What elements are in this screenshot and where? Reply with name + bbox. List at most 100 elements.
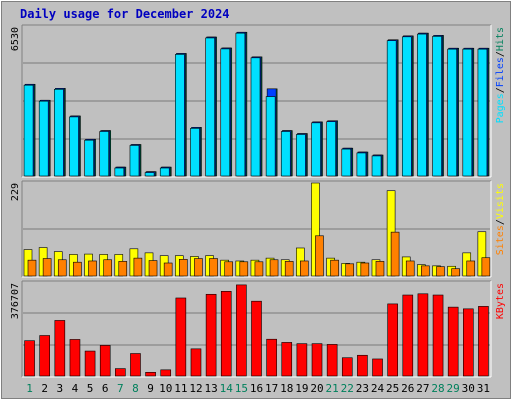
bar-sites bbox=[466, 260, 476, 277]
x-axis-day-label: 2 bbox=[41, 382, 48, 395]
bar-kbytes bbox=[54, 320, 66, 377]
bar-sites bbox=[330, 259, 339, 277]
bar-kbytes bbox=[387, 303, 398, 377]
x-axis-day-label: 7 bbox=[117, 382, 124, 395]
x-axis-day-label: 30 bbox=[462, 382, 475, 395]
bar-kbytes bbox=[251, 300, 262, 377]
bar-kbytes bbox=[99, 345, 111, 377]
bar-kbytes bbox=[478, 306, 489, 377]
x-axis-day-label: 27 bbox=[416, 382, 429, 395]
legend-part: KBytes bbox=[495, 283, 506, 319]
bar-sites bbox=[118, 261, 128, 277]
bar-pages bbox=[401, 36, 412, 177]
bar-sites bbox=[284, 261, 294, 277]
bottom-panel: 376707 KBytes bbox=[10, 280, 506, 378]
bar-sites bbox=[57, 259, 67, 277]
bar-pages bbox=[265, 96, 276, 177]
bar-pages bbox=[84, 139, 94, 177]
bar-pages bbox=[280, 131, 291, 177]
bar-pages bbox=[175, 54, 185, 177]
bar-pages bbox=[159, 167, 170, 177]
bar-sites bbox=[421, 265, 430, 277]
legend-part: / bbox=[495, 219, 506, 225]
x-axis-day-label: 6 bbox=[102, 382, 109, 395]
x-axis-day-label: 11 bbox=[174, 382, 187, 395]
legend-part: / bbox=[495, 51, 506, 57]
bar-kbytes bbox=[145, 371, 156, 377]
bar-sites bbox=[390, 231, 400, 277]
legend-part: Visits bbox=[495, 183, 506, 219]
bar-sites bbox=[42, 258, 52, 277]
y-axis-max-label: 6530 bbox=[10, 27, 21, 51]
bar-kbytes bbox=[24, 340, 35, 377]
bar-pages bbox=[356, 152, 367, 177]
x-axis-day-label: 31 bbox=[477, 382, 490, 395]
bar-kbytes bbox=[281, 342, 293, 377]
bar-sites bbox=[300, 260, 309, 277]
bar-kbytes bbox=[84, 350, 96, 377]
x-axis-day-label: 28 bbox=[431, 382, 444, 395]
legend-part: Hits bbox=[495, 27, 506, 51]
bar-kbytes bbox=[447, 306, 459, 377]
x-axis-day-label: 29 bbox=[447, 382, 460, 395]
bar-kbytes bbox=[266, 338, 277, 377]
bar-kbytes bbox=[417, 293, 429, 377]
bar-pages bbox=[220, 48, 231, 177]
bar-pages bbox=[417, 33, 427, 177]
bar-kbytes bbox=[115, 368, 126, 377]
x-axis-day-label: 1 bbox=[26, 382, 33, 395]
bar-sites bbox=[239, 261, 249, 277]
x-axis-day-label: 3 bbox=[57, 382, 64, 395]
bar-kbytes bbox=[205, 293, 217, 377]
bar-sites bbox=[254, 261, 264, 277]
x-axis-day-label: 22 bbox=[341, 382, 354, 395]
bar-kbytes bbox=[175, 297, 187, 377]
legend-part: Sites bbox=[495, 225, 506, 255]
bar-pages bbox=[144, 172, 155, 177]
bar-pages bbox=[23, 84, 34, 177]
bar-pages bbox=[296, 134, 306, 177]
bar-sites bbox=[133, 257, 143, 277]
bar-kbytes bbox=[296, 343, 308, 377]
bar-pages bbox=[38, 100, 49, 177]
bar-kbytes bbox=[311, 343, 323, 377]
bar-pages bbox=[311, 122, 321, 177]
x-axis-day-label: 23 bbox=[356, 382, 369, 395]
legend-part: Files bbox=[495, 57, 506, 87]
bar-kbytes bbox=[432, 294, 444, 377]
bar-sites bbox=[178, 259, 188, 277]
bar-kbytes bbox=[341, 357, 353, 377]
bar-pages bbox=[54, 88, 64, 177]
bar-sites bbox=[194, 258, 203, 277]
bar-sites bbox=[375, 261, 385, 277]
bar-kbytes bbox=[326, 344, 338, 377]
bar-kbytes bbox=[160, 369, 172, 377]
bar-sites bbox=[451, 268, 460, 277]
bar-kbytes bbox=[463, 308, 474, 377]
series-legend-label: KBytes bbox=[495, 283, 506, 319]
chart-panels: 6530Pages/Files/Hits229Sites/Visits37670… bbox=[10, 24, 506, 378]
bar-pages bbox=[432, 36, 442, 177]
series-legend-label: Pages/Files/Hits bbox=[495, 27, 506, 123]
bar-kbytes bbox=[69, 339, 81, 377]
bar-pages bbox=[235, 32, 246, 177]
bar-sites bbox=[405, 260, 415, 277]
bar-kbytes bbox=[402, 294, 414, 377]
legend-part: Pages bbox=[495, 93, 506, 123]
bar-pages bbox=[129, 145, 140, 177]
bar-pages bbox=[190, 128, 200, 177]
bar-pages bbox=[326, 121, 336, 177]
bar-sites bbox=[163, 262, 173, 277]
bar-sites bbox=[345, 263, 355, 277]
bar-pages bbox=[250, 57, 261, 177]
middle-panel: 229 Sites/Visits bbox=[10, 180, 506, 278]
bar-sites bbox=[27, 259, 37, 277]
legend-part: / bbox=[495, 87, 506, 93]
bar-pages bbox=[477, 48, 488, 177]
bar-sites bbox=[103, 259, 112, 277]
series-legend-label: Sites/Visits bbox=[495, 183, 506, 255]
